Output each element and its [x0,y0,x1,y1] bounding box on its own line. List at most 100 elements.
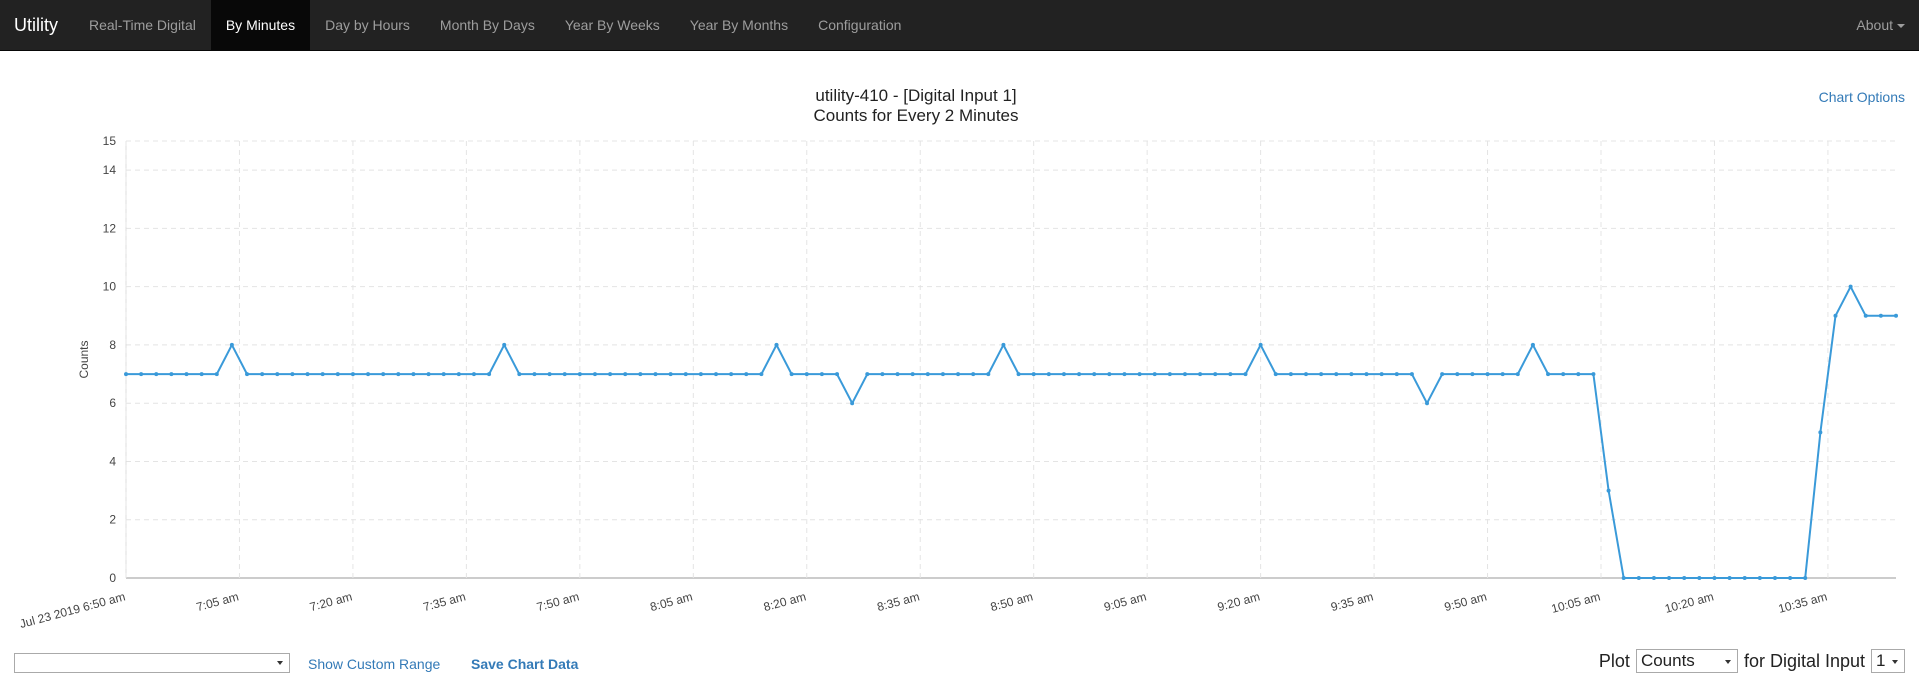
data-point [411,372,416,377]
data-point [502,342,507,347]
data-point [1591,372,1596,377]
data-point [487,372,492,377]
data-point [1122,372,1127,377]
nav-tabs: Real-Time Digital By Minutes Day by Hour… [74,0,916,51]
data-point [1788,576,1793,580]
data-point [1727,576,1732,580]
data-point [260,372,265,377]
data-point [804,372,809,377]
x-tick-label: 8:05 am [649,589,695,614]
data-point [774,342,779,347]
x-tick-label: 10:05 am [1550,589,1602,615]
tab-configuration[interactable]: Configuration [818,17,902,33]
data-point [1046,372,1051,377]
data-point [1818,430,1823,435]
tab-real-time-digital[interactable]: Real-Time Digital [89,17,196,33]
data-point [1077,372,1082,377]
y-axis-label: Counts [77,340,91,378]
data-point [759,372,764,377]
tab-by-minutes[interactable]: By Minutes [210,0,311,51]
data-point [1561,372,1566,377]
data-point [1198,372,1203,377]
y-tick-label: 8 [109,338,116,352]
chevron-down-icon [1724,660,1731,664]
data-point [229,342,234,347]
data-point [1667,576,1672,580]
data-point [865,372,870,377]
show-custom-range-link[interactable]: Show Custom Range [308,656,441,672]
data-point [169,372,174,377]
data-point [623,372,628,377]
data-point [1031,372,1036,377]
data-point [1697,576,1702,580]
range-select[interactable] [14,653,290,673]
tab-month-by-days[interactable]: Month By Days [439,17,535,33]
x-tick-label: 10:35 am [1777,589,1829,615]
y-tick-label: 4 [109,454,116,468]
chart-options-link[interactable]: Chart Options [1818,89,1905,105]
data-point [517,372,522,377]
data-point [1364,372,1369,377]
data-point [592,372,597,377]
data-point [819,372,824,377]
data-point [1152,372,1157,377]
data-point [925,372,930,377]
data-point [895,372,900,377]
data-point [1682,576,1687,580]
data-point [381,372,386,377]
tab-year-by-months[interactable]: Year By Months [689,17,789,33]
data-point [1061,372,1066,377]
caret-down-icon [1897,24,1905,29]
y-tick-label: 6 [109,396,116,410]
digital-input-value: 1 [1876,651,1886,670]
data-point [1273,372,1278,377]
data-point [139,372,144,377]
data-point [940,372,945,377]
brand[interactable]: Utility [14,15,58,35]
plot-type-select[interactable]: Counts [1635,649,1738,673]
x-tick-label: Jul 23 2019 6:50 am [18,589,127,631]
data-point [608,372,613,377]
navbar: Utility Real-Time Digital By Minutes Day… [0,0,1919,51]
chart-title: utility-410 - [Digital Input 1] [815,86,1017,105]
line-chart: 0 2 4 6 8 10 12 14 15 Jul 23 2019 6:50 am 7:05 am… [18,134,1898,631]
data-point [547,372,552,377]
about-menu[interactable]: About [1856,0,1905,51]
tab-day-by-hours[interactable]: Day by Hours [325,17,410,33]
data-point [1833,313,1838,318]
data-point [986,372,991,377]
tab-year-by-weeks[interactable]: Year By Weeks [564,17,660,33]
data-point [275,372,280,377]
data-point [880,372,885,377]
data-point [1636,576,1641,580]
digital-input-select[interactable]: 1 [1871,649,1905,673]
x-tick-label: 8:35 am [876,589,922,614]
data-point [1576,372,1581,377]
y-tick-label: 12 [103,221,117,235]
chart-grid [125,140,1896,579]
data-point [653,372,658,377]
data-point [1621,576,1626,580]
y-tick-label: 10 [103,280,117,294]
data-point [638,372,643,377]
data-point [1757,576,1762,580]
data-point [1470,372,1475,377]
data-point [1137,372,1142,377]
data-point [789,372,794,377]
save-chart-data-link[interactable]: Save Chart Data [471,656,579,672]
data-point [714,372,718,377]
data-point [1500,372,1505,377]
data-point [456,372,461,377]
data-point [1001,342,1006,347]
chart-subtitle: Counts for Every 2 Minutes [813,106,1019,125]
data-point [910,372,915,377]
chevron-down-icon [1892,660,1898,664]
x-axis: Jul 23 2019 6:50 am 7:05 am 7:20 am 7:35 am… [18,589,1829,631]
data-point [1228,372,1233,377]
for-digital-input-label: for Digital Input [1743,650,1865,671]
data-point [1167,372,1172,377]
plot-type-value: Counts [1640,651,1695,670]
x-tick-label: 9:35 am [1329,589,1375,614]
x-tick-label: 7:20 am [308,589,354,614]
data-point [366,372,371,377]
